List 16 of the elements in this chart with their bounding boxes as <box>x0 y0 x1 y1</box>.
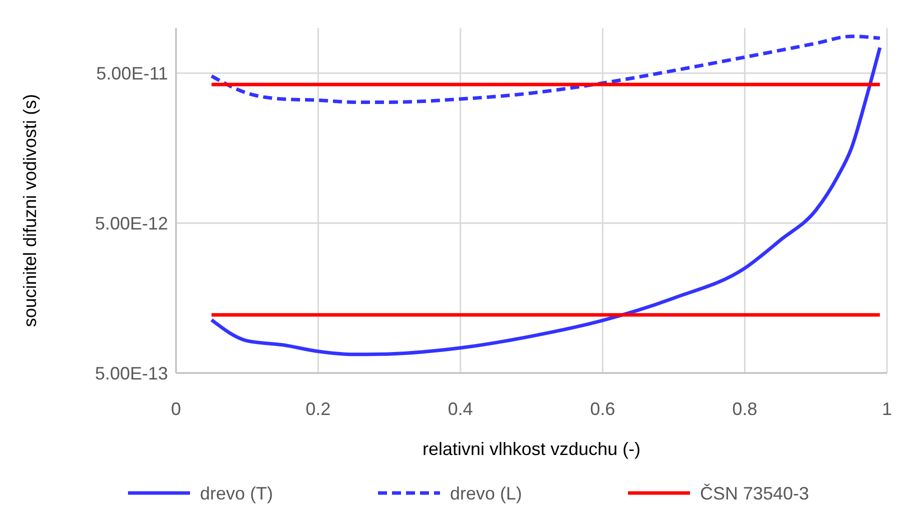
x-tick-label: 0.6 <box>590 399 616 419</box>
y-tick-label: 5.00E-13 <box>94 363 168 384</box>
y-tick-label: 5.00E-12 <box>94 213 168 234</box>
x-axis-title: relativni vlhkost vzduchu (-) <box>422 439 641 459</box>
y-axis-title: soucinitel difuzni vodivosti (s) <box>20 94 40 328</box>
legend-label: ČSN 73540-3 <box>700 483 810 504</box>
x-tick-label: 0.2 <box>306 399 331 419</box>
x-tick-label: 0 <box>170 399 182 419</box>
x-tick-label: 0.4 <box>448 399 473 419</box>
y-tick-label: 5.00E-11 <box>96 63 168 84</box>
legend-label: drevo (L) <box>450 483 522 504</box>
x-tick-label: 0.8 <box>732 399 758 419</box>
legend-label: drevo (T) <box>200 483 274 504</box>
x-tick-label: 1 <box>882 399 892 419</box>
line-series <box>210 46 882 356</box>
line-series <box>210 34 882 104</box>
